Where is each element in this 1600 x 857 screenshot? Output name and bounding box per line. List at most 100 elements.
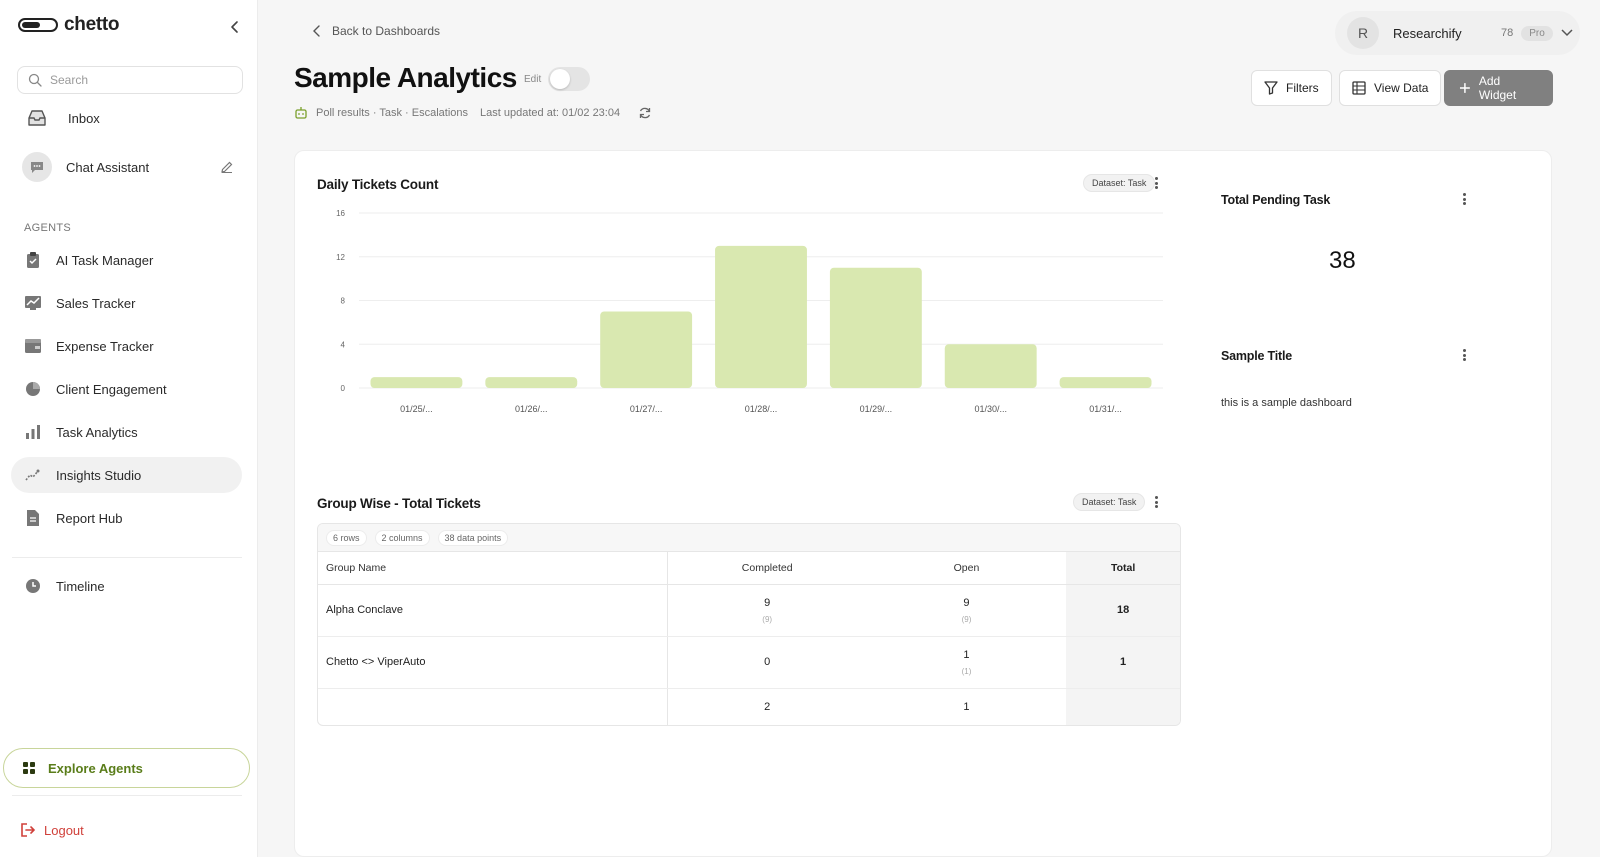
- x-tick-label: 01/30/...: [974, 404, 1007, 414]
- dashboard-canvas: Daily Tickets Count Dataset: Task 0 4 8 12 1…: [294, 150, 1552, 857]
- widget-title: Total Pending Task: [1221, 193, 1331, 207]
- more-options-icon[interactable]: [1150, 175, 1162, 191]
- bar: [944, 344, 1037, 388]
- x-tick-label: 01/26/...: [515, 404, 548, 414]
- bar-chart-icon: [24, 423, 42, 441]
- sidebar-item-insights-studio[interactable]: Insights Studio: [11, 457, 242, 493]
- sidebar-item-client-engagement[interactable]: Client Engagement: [11, 371, 242, 407]
- trend-chart-icon: [24, 294, 42, 312]
- dataset-badge: Dataset: Task: [1083, 174, 1156, 192]
- search-box[interactable]: [17, 66, 243, 94]
- x-tick-label: 01/29/...: [860, 404, 893, 414]
- add-widget-label: Add Widget: [1478, 74, 1517, 102]
- y-tick-label: 12: [336, 253, 345, 262]
- column-header[interactable]: Total: [1066, 552, 1180, 585]
- refresh-icon[interactable]: [638, 106, 652, 120]
- search-icon: [28, 73, 42, 87]
- sidebar-item-label: Chat Assistant: [66, 159, 150, 175]
- sidebar-item-chat-assistant[interactable]: Chat Assistant: [18, 152, 244, 182]
- sidebar-item-label: Report Hub: [56, 510, 123, 526]
- bar-chart: 0 4 8 12 16 01/25/... 01/26/... 01/27/... 01/28/…: [336, 209, 1163, 414]
- widget-title: Group Wise - Total Tickets: [317, 496, 481, 511]
- table-header-row: Group Name Completed Open Total: [318, 552, 1180, 585]
- group-name-cell: Alpha Conclave: [318, 584, 668, 637]
- meta-sources: Poll results · Task · Escalations: [316, 107, 469, 119]
- chevron-left-icon: [313, 25, 320, 37]
- edit-toggle-label: Edit: [524, 74, 542, 85]
- search-input[interactable]: [50, 73, 230, 87]
- explore-agents-button[interactable]: Explore Agents: [3, 748, 250, 788]
- edit-toggle[interactable]: [548, 67, 590, 91]
- bot-icon: [295, 107, 307, 119]
- table-icon: [1352, 81, 1366, 95]
- chevron-left-icon[interactable]: [226, 18, 244, 36]
- explore-agents-label: Explore Agents: [48, 760, 143, 776]
- bar: [600, 311, 693, 388]
- sidebar-item-label: AI Task Manager: [56, 252, 154, 268]
- bar: [715, 245, 807, 388]
- sidebar-item-timeline[interactable]: Timeline: [11, 568, 242, 604]
- filters-button[interactable]: Filters: [1251, 70, 1332, 106]
- group-name-cell: Chetto Product Bugs: [318, 688, 668, 725]
- table-row[interactable]: Alpha Conclave 9 (9) 9 (9) 18: [318, 584, 1180, 637]
- bar: [370, 377, 463, 388]
- brand-name: chetto: [64, 14, 120, 35]
- line-chart-icon: [24, 466, 42, 484]
- sidebar-item-report-hub[interactable]: Report Hub: [11, 500, 242, 536]
- more-options-icon[interactable]: [1458, 347, 1470, 363]
- widget-title: Sample Title: [1221, 349, 1293, 363]
- column-header[interactable]: Completed: [667, 552, 867, 585]
- table-row[interactable]: Chetto <> ViperAuto 0 1 (1) 1: [318, 636, 1180, 689]
- view-data-button[interactable]: View Data: [1339, 70, 1442, 106]
- group-wise-table: 6 rows 2 columns 38 data points Group Na…: [317, 523, 1181, 726]
- cell-value: 1: [963, 648, 970, 661]
- kpi-value: 38: [1329, 247, 1356, 274]
- dataset-badge: Dataset: Task: [1073, 493, 1146, 511]
- add-widget-button[interactable]: Add Widget: [1444, 70, 1553, 106]
- data-points-chip: 38 data points: [437, 529, 509, 546]
- column-header[interactable]: Open: [866, 552, 1067, 585]
- open-cell: 1 (1): [866, 636, 1067, 689]
- completed-cell: 0: [667, 636, 867, 689]
- grid-icon: [23, 762, 35, 774]
- pending-task-widget: Total Pending Task 38: [1199, 167, 1499, 307]
- sidebar-item-expense-tracker[interactable]: Expense Tracker: [11, 328, 242, 364]
- x-tick-label: 01/28/...: [745, 404, 778, 414]
- completed-cell: 2: [667, 688, 867, 725]
- sidebar-item-inbox[interactable]: Inbox: [18, 108, 244, 128]
- document-icon: [24, 509, 42, 527]
- clipboard-check-icon: [24, 251, 42, 269]
- sidebar-item-ai-task-manager[interactable]: AI Task Manager: [11, 242, 242, 278]
- total-cell: 18: [1066, 584, 1180, 637]
- open-cell: 1: [866, 688, 1067, 725]
- bar: [1059, 377, 1152, 388]
- clock-icon: [24, 577, 42, 595]
- sidebar-divider: [12, 557, 242, 558]
- table-meta: 6 rows 2 columns 38 data points: [318, 524, 1180, 552]
- table-row[interactable]: Chetto Product Bugs 2 1 3: [318, 688, 1180, 725]
- sidebar-item-label: Inbox: [68, 110, 100, 126]
- daily-tickets-widget: Daily Tickets Count Dataset: Task 0 4 8 12 1…: [303, 161, 1193, 461]
- group-name-cell: Chetto <> ViperAuto: [318, 636, 668, 689]
- account-menu[interactable]: R Researchify 78 Pro: [1335, 11, 1580, 55]
- logout-icon: [21, 823, 36, 837]
- sidebar-item-label: Timeline: [56, 578, 105, 594]
- credits-count: 78: [1501, 27, 1514, 39]
- edit-icon[interactable]: [220, 160, 234, 174]
- sidebar-item-label: Insights Studio: [56, 467, 142, 483]
- brand-logo[interactable]: chetto: [18, 14, 120, 36]
- cell-value: 9: [764, 596, 771, 609]
- back-to-dashboards-link[interactable]: Back to Dashboards: [312, 24, 440, 38]
- sidebar-item-sales-tracker[interactable]: Sales Tracker: [11, 285, 242, 321]
- more-options-icon[interactable]: [1150, 494, 1162, 510]
- x-tick-label: 01/27/...: [630, 404, 663, 414]
- column-header[interactable]: Group Name: [318, 552, 668, 585]
- sidebar-item-task-analytics[interactable]: Task Analytics: [11, 414, 242, 450]
- view-data-label: View Data: [1374, 81, 1429, 95]
- logo-mark-icon: [18, 18, 58, 32]
- avatar: R: [1347, 17, 1379, 49]
- logout-button[interactable]: Logout: [20, 822, 84, 838]
- total-cell: 3: [1066, 688, 1180, 725]
- more-options-icon[interactable]: [1458, 191, 1470, 207]
- filters-label: Filters: [1286, 81, 1319, 95]
